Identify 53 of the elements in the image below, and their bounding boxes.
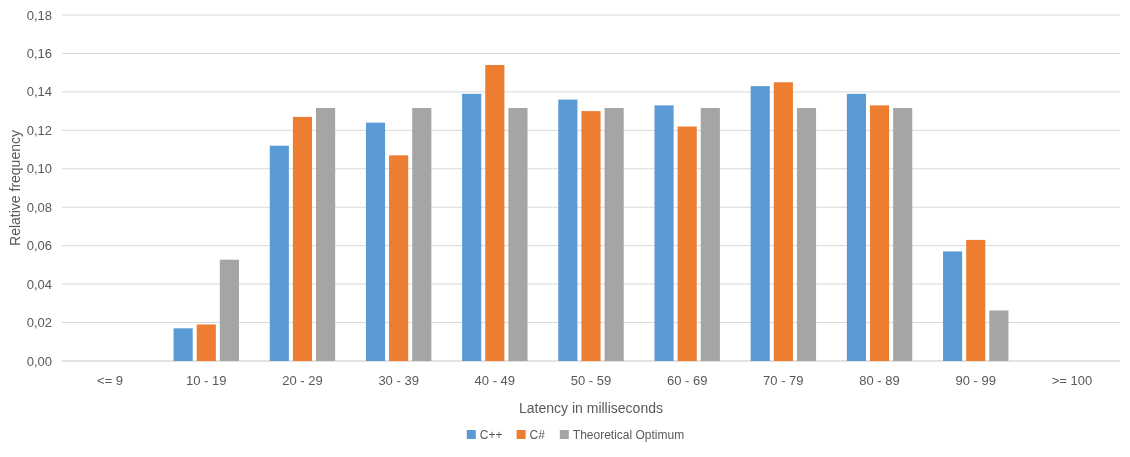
bar: [196, 324, 216, 361]
bar: [943, 251, 963, 361]
y-tick-label: 0,02: [26, 315, 52, 331]
x-tick-label: 60 - 69: [666, 373, 708, 388]
x-tick-label: 30 - 39: [378, 373, 419, 388]
bar: [508, 108, 528, 361]
y-tick-label: 0,00: [26, 353, 52, 369]
bar: [389, 155, 409, 361]
bar: [581, 111, 601, 361]
y-tick-label: 0,10: [26, 161, 52, 177]
y-axis-title: Relative frequency: [7, 130, 23, 246]
y-tick-label: 0,16: [26, 45, 52, 61]
bar: [677, 126, 697, 361]
bar: [796, 108, 817, 361]
bar: [750, 86, 770, 361]
bar: [412, 108, 432, 361]
bar: [316, 108, 336, 361]
bar: [604, 108, 624, 361]
x-tick-label: >= 100: [1051, 373, 1093, 388]
y-tick-label: 0,08: [26, 199, 52, 215]
x-tick-label: 40 - 49: [474, 373, 516, 388]
bar: [292, 116, 313, 361]
bar: [846, 93, 866, 361]
bar: [558, 99, 578, 361]
bar: [654, 105, 674, 361]
bar: [893, 108, 913, 361]
x-tick-label: 50 - 59: [570, 373, 612, 388]
x-tick-label: 90 - 99: [955, 373, 996, 388]
bar: [700, 108, 720, 361]
bar: [869, 105, 890, 361]
y-tick-label: 0,06: [26, 238, 52, 254]
x-tick-label: 20 - 29: [282, 373, 323, 388]
bar: [773, 82, 793, 361]
bar: [365, 122, 386, 361]
bar: [462, 93, 482, 361]
x-tick-label: <= 9: [97, 373, 124, 388]
bar: [989, 310, 1009, 361]
x-tick-label: 70 - 79: [763, 373, 804, 388]
y-tick-label: 0,12: [26, 122, 52, 138]
bar: [485, 64, 505, 361]
bar: [219, 259, 239, 361]
y-tick-label: 0,14: [26, 84, 52, 100]
x-axis-title: Latency in milliseconds: [519, 400, 663, 416]
x-tick-label: 10 - 19: [186, 373, 227, 388]
x-tick-label: 80 - 89: [859, 373, 900, 388]
legend-label: C++: [479, 428, 503, 442]
legend-label: C#: [529, 428, 546, 442]
bar: [269, 145, 289, 361]
bar: [966, 239, 986, 361]
legend-label: Theoretical Optimum: [572, 428, 685, 442]
y-tick-label: 0,18: [26, 7, 52, 23]
y-tick-label: 0,04: [26, 276, 52, 292]
bar: [173, 328, 193, 361]
